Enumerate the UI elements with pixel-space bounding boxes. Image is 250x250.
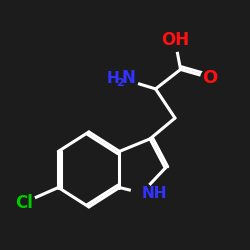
Text: N: N: [122, 69, 136, 87]
Circle shape: [131, 182, 152, 204]
Text: 2: 2: [116, 78, 124, 88]
Text: O: O: [202, 69, 217, 87]
Text: Cl: Cl: [15, 194, 32, 212]
Circle shape: [12, 191, 35, 214]
Circle shape: [164, 29, 186, 52]
Circle shape: [201, 69, 218, 87]
Text: OH: OH: [161, 31, 189, 49]
Circle shape: [109, 65, 138, 94]
Text: H: H: [107, 70, 120, 86]
Text: NH: NH: [142, 186, 167, 200]
